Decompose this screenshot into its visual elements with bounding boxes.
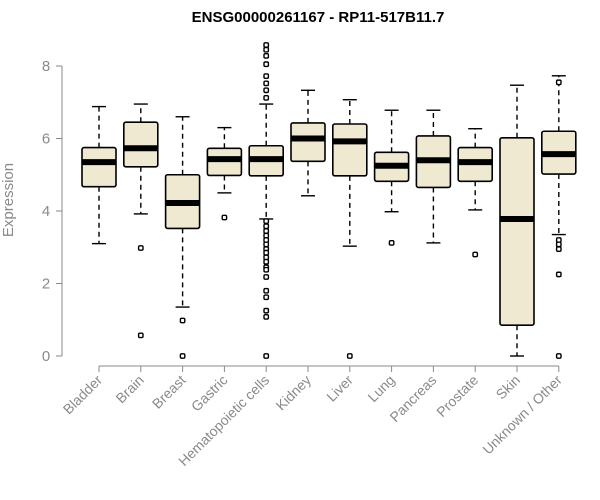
box-group <box>81 105 117 245</box>
outlier-point <box>263 61 270 68</box>
box <box>123 121 159 168</box>
box-group <box>164 116 201 359</box>
outlier-point <box>555 79 562 86</box>
y-tick-label: 6 <box>42 131 50 148</box>
box <box>499 136 535 326</box>
x-tick-label: Brain <box>112 372 146 406</box>
outlier-point <box>555 271 562 278</box>
outlier-point <box>263 80 270 87</box>
outlier-point <box>263 52 270 59</box>
x-tick-label: Breast <box>149 372 189 412</box>
box <box>290 122 326 163</box>
outlier-point <box>263 258 270 265</box>
box-group <box>123 103 159 339</box>
outlier-point <box>263 42 270 48</box>
x-tick-label: Skin <box>493 372 524 403</box>
outlier-point <box>472 251 479 258</box>
outlier-point <box>263 294 270 301</box>
y-axis: 0 2 4 6 8 <box>42 58 63 365</box>
y-tick-label: 4 <box>42 203 50 220</box>
outlier-point <box>555 246 562 252</box>
box <box>331 123 368 177</box>
outlier-point <box>346 353 353 359</box>
y-axis-label: Expression <box>0 163 17 237</box>
outlier-point <box>263 313 270 320</box>
box <box>81 146 117 188</box>
y-tick-label: 8 <box>42 58 50 75</box>
x-tick-label: Kidney <box>273 372 315 414</box>
outlier-point <box>263 223 270 230</box>
outlier-point <box>263 249 270 256</box>
outlier-point <box>263 241 270 248</box>
box-group <box>373 109 410 246</box>
outlier-point <box>388 239 395 246</box>
outlier-point <box>263 274 270 280</box>
outlier-point <box>263 87 270 94</box>
outlier-point <box>221 214 228 221</box>
outlier-point <box>555 353 562 359</box>
x-tick-label: Prostate <box>433 372 481 420</box>
plot-area <box>81 42 577 359</box>
outlier-point <box>179 317 186 324</box>
y-tick-label: 2 <box>42 276 50 293</box>
outlier-point <box>263 73 270 80</box>
outlier-point <box>555 241 562 248</box>
box-group <box>331 99 368 359</box>
box-group <box>499 84 535 357</box>
box-group <box>415 109 452 244</box>
box-group <box>540 75 577 359</box>
outlier-point <box>263 46 270 53</box>
outlier-point <box>263 307 270 314</box>
outlier-point <box>263 94 270 101</box>
box-group <box>457 128 494 258</box>
chart-title: ENSG00000261167 - RP11-517B11.7 <box>192 9 445 26</box>
box-group <box>290 89 326 197</box>
outlier-point <box>137 245 144 251</box>
outlier-point <box>263 228 270 234</box>
x-tick-label: Lung <box>364 372 397 405</box>
y-tick-label: 0 <box>42 348 50 365</box>
box-group <box>248 42 284 359</box>
x-tick-label: Liver <box>323 372 356 405</box>
outlier-point <box>263 287 270 294</box>
x-tick-label: Unknown / Other <box>479 372 565 458</box>
box-group <box>206 126 243 221</box>
outlier-point <box>263 353 270 359</box>
outlier-point <box>263 266 270 273</box>
outlier-point <box>179 353 186 359</box>
outlier-point <box>137 332 144 339</box>
x-tick-label: Bladder <box>60 372 106 418</box>
outlier-point <box>263 218 270 225</box>
